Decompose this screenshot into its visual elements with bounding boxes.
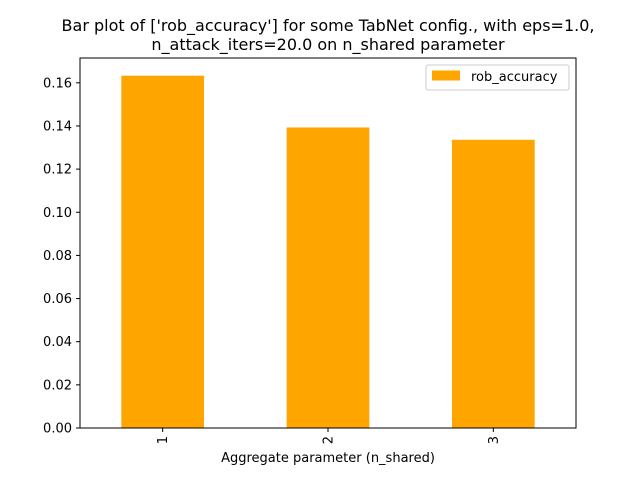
bar-1 [121, 75, 204, 428]
y-tick-label: 0.00 [43, 422, 72, 437]
x-tick-label: 3 [487, 436, 502, 444]
y-tick-label: 0.08 [43, 249, 72, 264]
x-tick-label: 1 [156, 436, 171, 444]
chart-title-line-2: n_attack_iters=20.0 on n_shared paramete… [151, 35, 505, 55]
bars-group [121, 75, 535, 428]
x-axis-label: Aggregate parameter (n_shared) [221, 451, 435, 466]
bar-2 [286, 127, 370, 428]
y-tick-label: 0.04 [43, 335, 72, 350]
legend-swatch-rob-accuracy [432, 70, 460, 81]
y-tick-label: 0.14 [43, 119, 72, 134]
y-tick-label: 0.10 [43, 206, 72, 221]
y-tick-label: 0.12 [43, 163, 72, 178]
bar-3 [452, 139, 535, 428]
y-tick-label: 0.02 [43, 378, 72, 393]
x-tick-label: 2 [322, 436, 337, 444]
y-axis-ticks: 0.00 0.02 0.04 0.06 0.08 0.10 0.12 0.14 0.16 [43, 76, 80, 437]
y-tick-label: 0.06 [43, 292, 72, 307]
plot-frame [79, 57, 577, 429]
legend-frame [425, 64, 570, 91]
legend: rob_accuracy [425, 64, 570, 91]
y-tick-label: 0.16 [43, 76, 72, 91]
legend-label-rob-accuracy: rob_accuracy [471, 70, 558, 85]
chart-title-line-1: Bar plot of ['rob_accuracy'] for some Ta… [62, 16, 595, 36]
x-axis-ticks: 1 2 3 [156, 428, 502, 444]
